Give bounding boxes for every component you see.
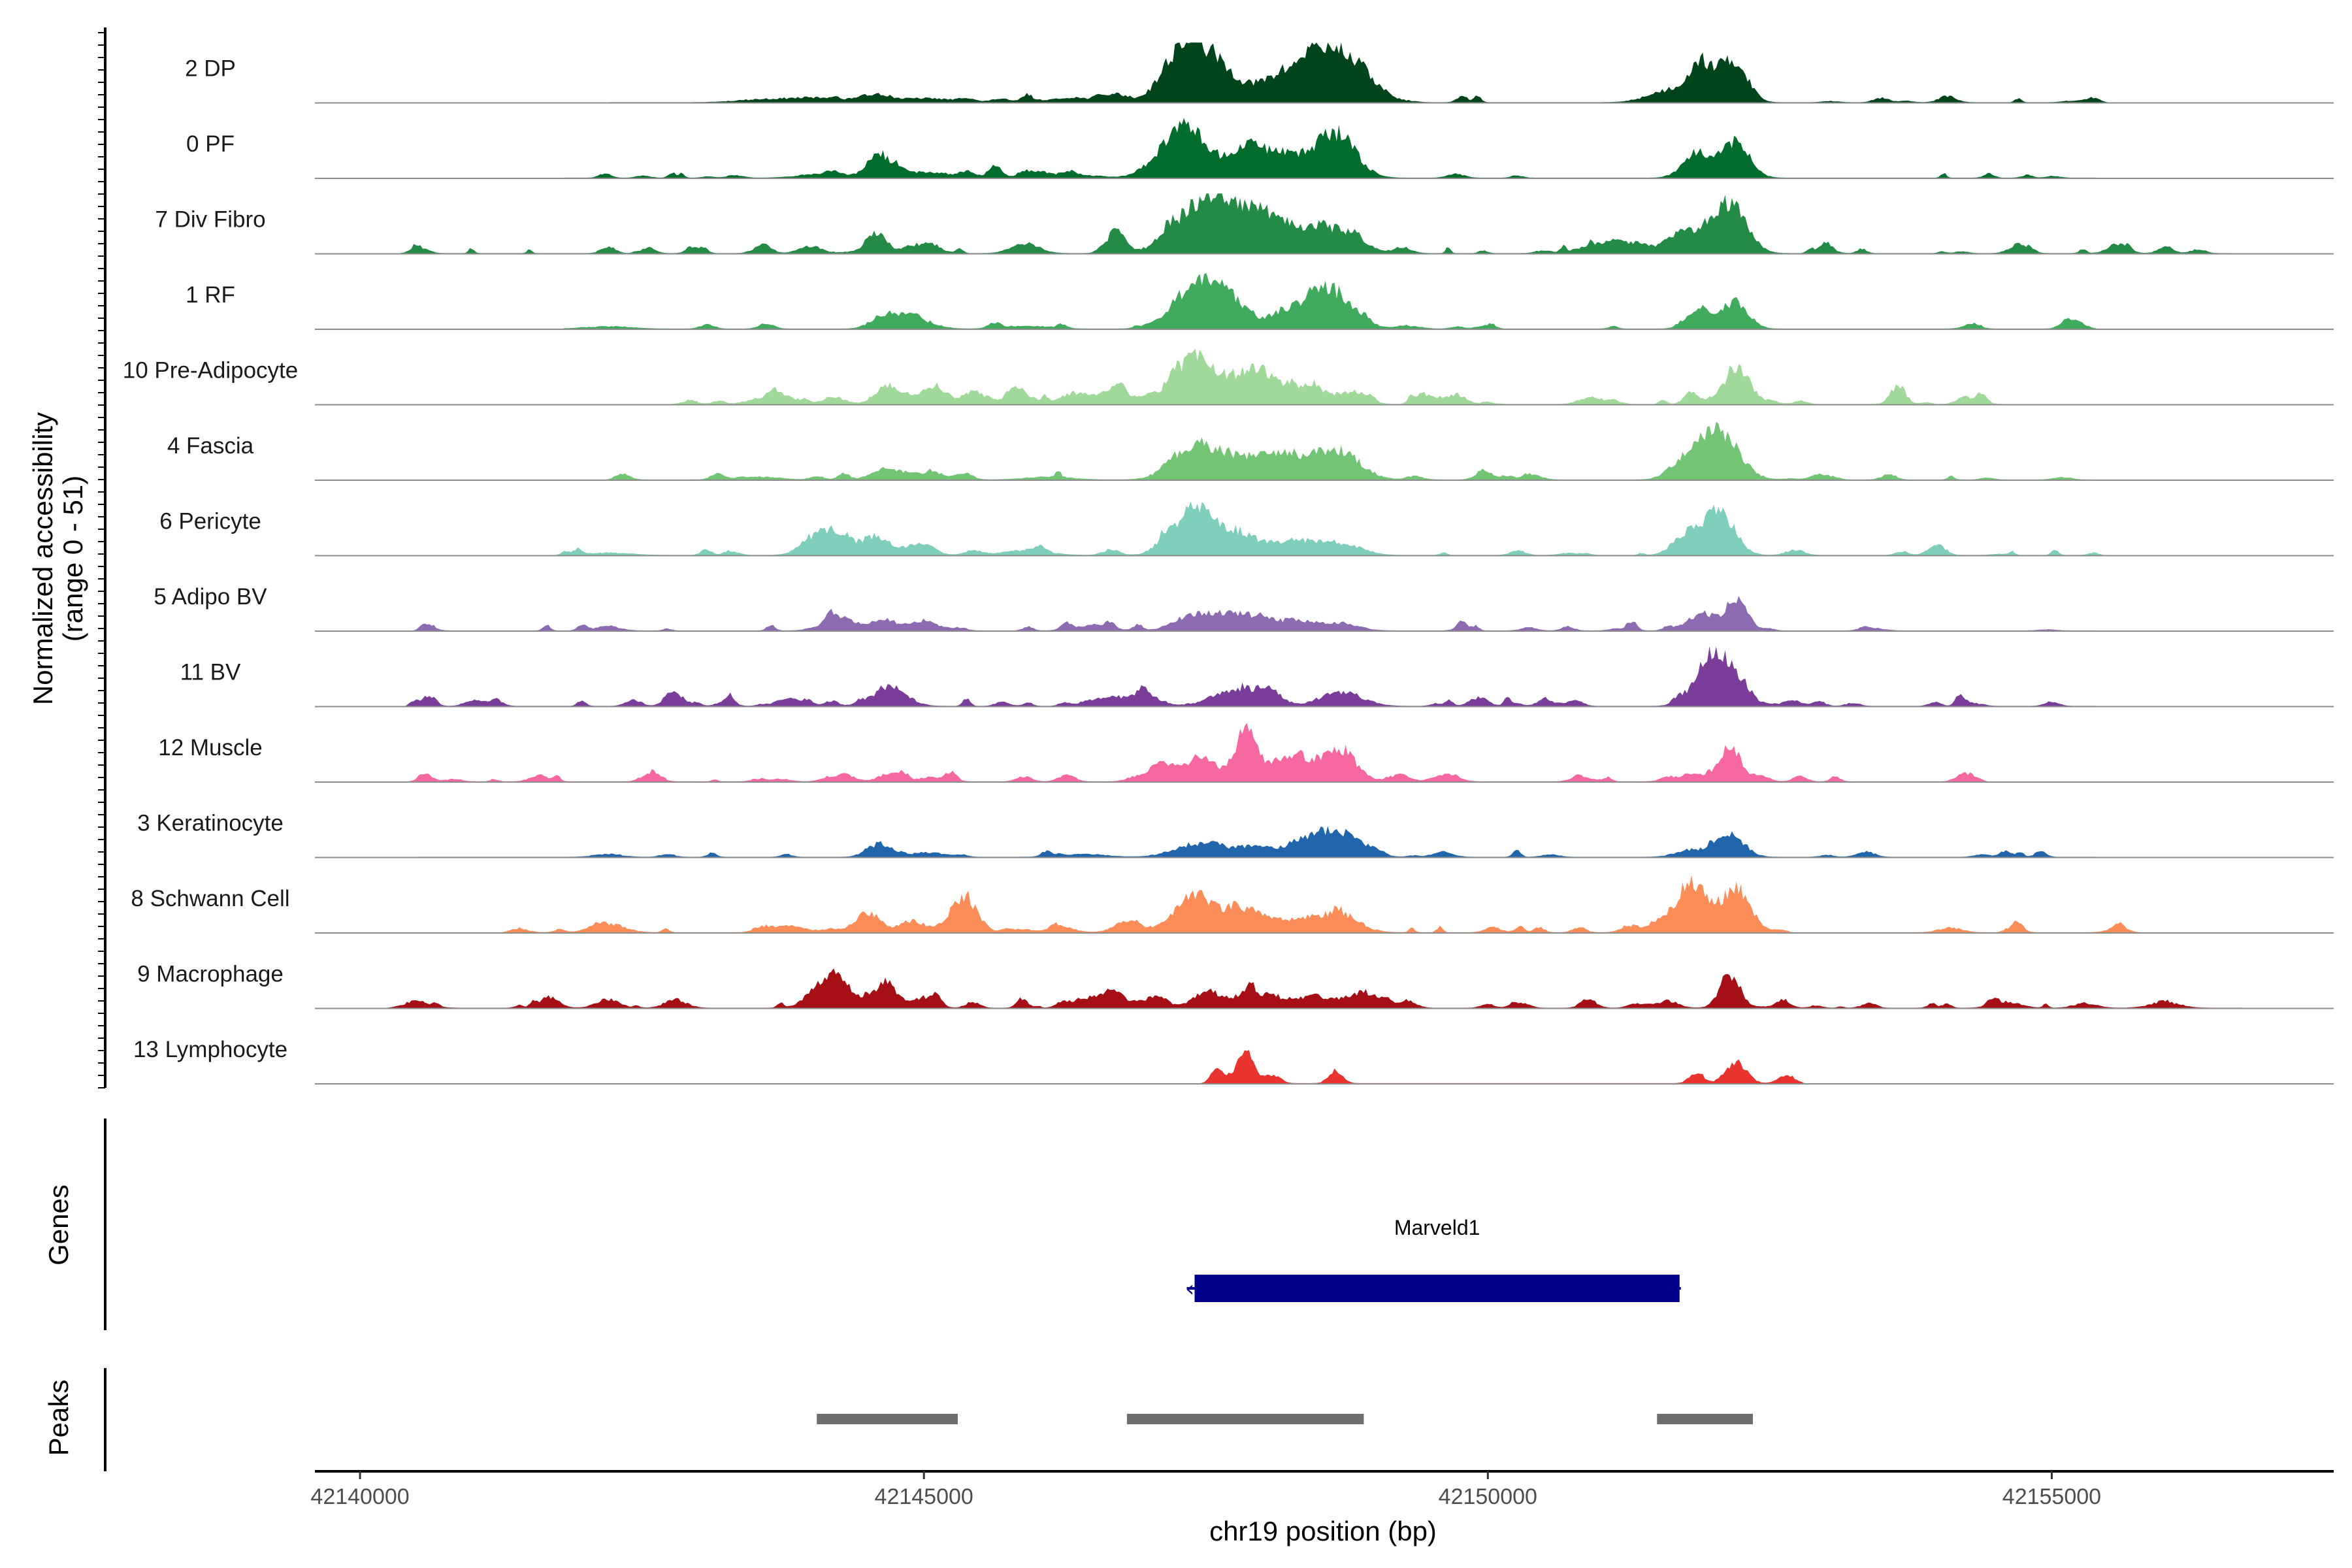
coverage-area: [315, 501, 2334, 556]
peak-region: [817, 1414, 958, 1424]
coverage-area: [315, 826, 2334, 858]
track-label: 11 BV: [180, 660, 241, 685]
track-13: 13 Lymphocyte: [133, 1037, 2334, 1085]
genes-axis-title: Genes: [43, 1184, 74, 1266]
track-label: 6 Pericyte: [159, 509, 261, 534]
track-label: 4 Fascia: [167, 433, 254, 459]
track-12: 9 Macrophage: [137, 962, 2334, 1009]
coverage-area: [315, 596, 2334, 631]
track-label: 13 Lymphocyte: [133, 1037, 287, 1062]
track-6: 6 Pericyte: [159, 501, 2334, 557]
tracks-panel: 2 DP 0 PF 7 Div Fibro 1 RF 10 Pre-Adipocyte 4…: [123, 42, 2334, 1085]
x-axis-title: chr19 position (bp): [1209, 1516, 1437, 1546]
track-label: 0 PF: [186, 131, 235, 157]
x-axis: 42140000 42145000 42150000 42155000: [310, 1470, 2334, 1509]
coverage-area: [315, 723, 2334, 782]
track-label: 7 Div Fibro: [155, 207, 265, 233]
track-2: 7 Div Fibro: [155, 193, 2334, 255]
track-4: 10 Pre-Adipocyte: [123, 348, 2334, 406]
track-3: 1 RF: [186, 273, 2334, 330]
y-axis-range: (range 0 - 51): [57, 476, 88, 642]
strand-arrow-icon: ‹: [1185, 1276, 1194, 1302]
track-label: 9 Macrophage: [137, 962, 284, 987]
peaks-panel: [104, 1368, 1753, 1471]
track-8: 11 BV: [180, 646, 2334, 708]
track-0: 2 DP: [185, 42, 2334, 104]
peak-region: [1657, 1414, 1753, 1424]
genes-panel: ‹ Marveld1: [104, 1119, 1681, 1330]
coverage-area: [315, 273, 2334, 329]
track-7: 5 Adipo BV: [154, 584, 2334, 632]
coverage-area: [315, 193, 2334, 254]
track-label: 1 RF: [186, 282, 235, 308]
track-label: 10 Pre-Adipocyte: [123, 358, 298, 384]
track-label: 8 Schwann Cell: [131, 886, 289, 911]
y-axis-title: Normalized accessibility: [27, 412, 58, 705]
track-10: 3 Keratinocyte: [137, 811, 2334, 858]
gene-label: Marveld1: [1394, 1216, 1480, 1239]
coverage-area: [315, 968, 2334, 1009]
coverage-area: [315, 42, 2334, 103]
track-5: 4 Fascia: [167, 421, 2334, 481]
track-11: 8 Schwann Cell: [131, 875, 2334, 934]
track-label: 2 DP: [185, 56, 236, 82]
coverage-area: [315, 1050, 2334, 1084]
coverage-area: [315, 421, 2334, 480]
coverage-area: [315, 646, 2334, 707]
x-tick-label: 42155000: [2002, 1484, 2101, 1509]
y-axis: [98, 27, 106, 1088]
x-tick-label: 42140000: [310, 1484, 409, 1509]
track-1: 0 PF: [186, 118, 2334, 179]
peak-region: [1126, 1414, 1364, 1424]
coverage-area: [315, 118, 2334, 178]
coverage-area: [315, 875, 2334, 933]
track-9: 12 Muscle: [158, 723, 2334, 783]
x-tick-label: 42145000: [875, 1484, 973, 1509]
x-tick-label: 42150000: [1439, 1484, 1537, 1509]
peaks-axis-title: Peaks: [43, 1380, 74, 1456]
track-label: 12 Muscle: [158, 735, 263, 760]
track-label: 5 Adipo BV: [154, 584, 267, 610]
track-label: 3 Keratinocyte: [137, 811, 284, 836]
coverage-area: [315, 348, 2334, 405]
